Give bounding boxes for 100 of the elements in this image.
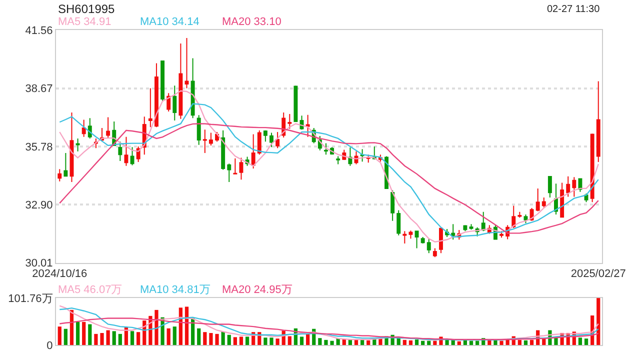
candlestick xyxy=(270,132,274,148)
x-tick-label: 2024/10/16 xyxy=(32,268,88,280)
bar xyxy=(596,298,600,345)
y-tick-label: 38.67 xyxy=(25,83,53,96)
candlestick xyxy=(566,176,570,198)
bar xyxy=(457,341,461,345)
bar xyxy=(270,338,274,345)
text: MA20 24.95万 xyxy=(222,284,292,296)
bar xyxy=(427,340,431,345)
candlestick xyxy=(251,134,256,169)
series-label: MA5 46.07万 xyxy=(58,284,122,296)
candlestick xyxy=(426,238,431,254)
candlestick xyxy=(560,182,564,218)
text: MA10 34.81万 xyxy=(140,284,210,296)
bar xyxy=(233,337,237,345)
bar xyxy=(584,338,588,345)
bar xyxy=(494,340,498,345)
bar xyxy=(94,334,98,345)
candlestick xyxy=(439,226,443,254)
bar xyxy=(239,336,244,345)
candlestick xyxy=(414,230,419,249)
bar xyxy=(154,310,158,345)
bar xyxy=(330,340,334,345)
text: MA20 33.10 xyxy=(222,16,282,28)
chart-title: SH601995 xyxy=(58,2,116,16)
candlestick xyxy=(154,62,158,128)
candlestick xyxy=(227,163,232,182)
bar xyxy=(209,333,213,345)
bar xyxy=(500,340,504,345)
candlestick xyxy=(408,230,413,240)
bar xyxy=(172,326,176,345)
candlestick xyxy=(190,58,195,119)
bar xyxy=(421,340,425,345)
candlestick xyxy=(572,176,576,198)
bar xyxy=(506,340,510,345)
bar xyxy=(221,332,225,345)
bar xyxy=(227,334,231,345)
bar xyxy=(118,334,122,345)
candlestick xyxy=(64,152,68,177)
candlestick xyxy=(542,197,546,208)
candlestick xyxy=(233,158,238,174)
bar xyxy=(414,339,419,345)
bar xyxy=(324,340,328,345)
candlestick xyxy=(130,146,134,166)
bar xyxy=(488,340,492,345)
bar xyxy=(203,332,207,345)
candlestick xyxy=(58,168,62,182)
candlestick xyxy=(554,183,558,215)
candlestick xyxy=(518,211,522,218)
candlestick xyxy=(590,133,594,203)
candlestick xyxy=(82,119,86,138)
candlestick xyxy=(70,112,74,182)
x-tick-label: 2025/02/27 xyxy=(570,268,626,280)
candlestick xyxy=(360,148,364,162)
bar xyxy=(475,340,480,345)
candlestick xyxy=(257,130,262,156)
bar xyxy=(58,326,62,345)
candlestick xyxy=(432,248,437,258)
candlestick xyxy=(276,132,280,149)
text: MA10 34.14 xyxy=(140,16,200,28)
text: 02-27 11:30 xyxy=(547,4,600,15)
candlestick xyxy=(336,156,340,165)
candlestick xyxy=(596,80,600,163)
bar xyxy=(524,340,528,345)
bar xyxy=(318,338,322,345)
candlestick xyxy=(166,92,171,112)
bar xyxy=(76,322,80,345)
bar xyxy=(578,338,582,345)
y-tick-label: 101.76万 xyxy=(8,292,53,305)
bar xyxy=(463,340,468,345)
candlestick xyxy=(390,190,395,222)
bar xyxy=(130,331,134,345)
candlestick xyxy=(202,129,207,154)
bar xyxy=(469,340,474,345)
candlestick xyxy=(481,211,486,232)
bar xyxy=(82,322,86,345)
bar xyxy=(366,340,370,345)
bar xyxy=(408,340,413,345)
candlestick xyxy=(500,230,504,238)
y-tick-label: 0 xyxy=(46,340,53,352)
bar xyxy=(215,334,219,345)
candlestick xyxy=(512,205,516,228)
text: MA5 34.91 xyxy=(58,16,112,28)
candlestick xyxy=(148,88,152,128)
line-series xyxy=(59,123,599,234)
y-tick-label: 35.78 xyxy=(25,141,53,154)
candlestick xyxy=(578,178,582,192)
bar xyxy=(433,340,437,345)
candlestick xyxy=(124,136,128,166)
candlestick xyxy=(196,114,201,146)
candlestick xyxy=(178,43,183,120)
bar xyxy=(64,328,68,345)
candlestick xyxy=(118,141,122,162)
candlestick xyxy=(402,230,407,244)
bar xyxy=(197,328,201,345)
bar xyxy=(288,336,292,345)
bar xyxy=(276,338,280,345)
candlestick xyxy=(208,132,213,146)
bar xyxy=(348,340,352,345)
bar xyxy=(166,328,170,345)
